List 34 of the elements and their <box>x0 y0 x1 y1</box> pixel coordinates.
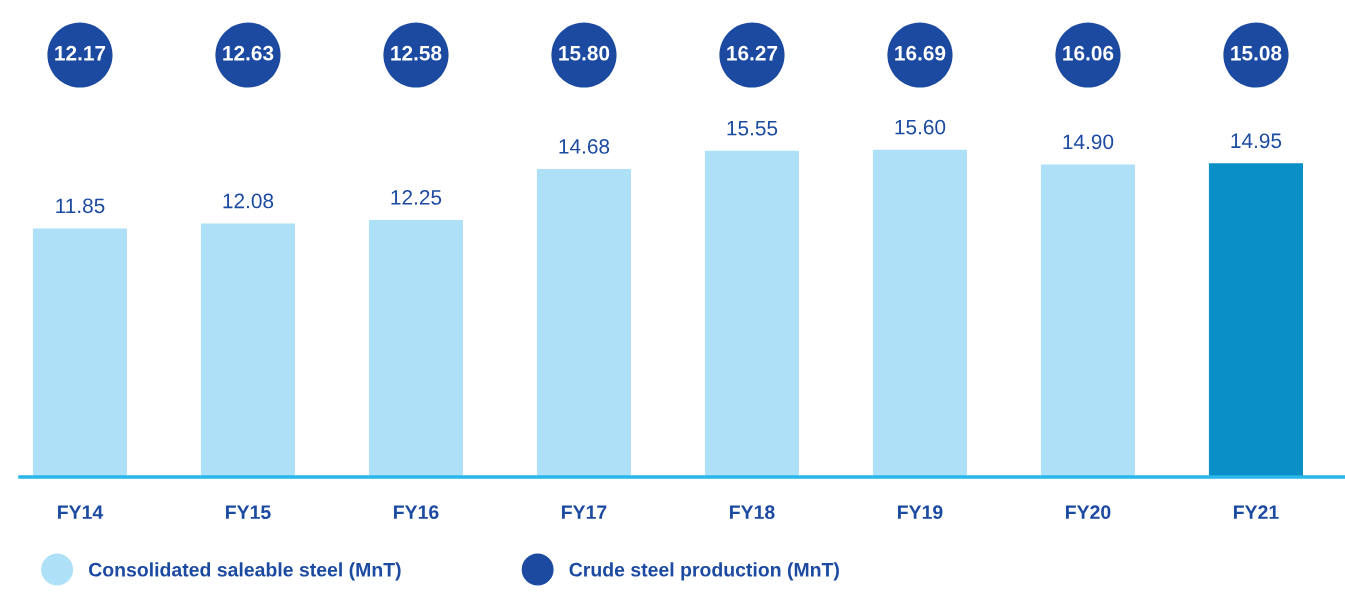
data-label: 11.85 <box>56 198 105 214</box>
data-label: 14.68 <box>559 139 610 154</box>
bar <box>1040 164 1135 477</box>
data-label: 14.90 <box>1063 134 1114 150</box>
legend-label: Crude steel production (MnT) <box>569 562 839 581</box>
bar <box>32 228 128 477</box>
data-label: 12.25 <box>391 190 442 205</box>
data-label: 12.58 <box>391 45 442 61</box>
bar <box>368 220 464 477</box>
data-label: 12.17 <box>55 45 106 61</box>
bar <box>200 223 296 477</box>
x-tick-label: FY21 <box>1234 505 1279 519</box>
data-label: 16.69 <box>895 45 946 61</box>
data-label: 12.63 <box>223 45 274 61</box>
x-tick-label: FY17 <box>562 505 607 519</box>
data-label: 15.60 <box>895 119 946 135</box>
data-label: 15.08 <box>1231 45 1282 61</box>
data-label: 15.80 <box>559 45 610 61</box>
bar <box>1208 163 1303 477</box>
x-tick-label: FY16 <box>394 505 439 520</box>
data-label: 15.55 <box>727 121 778 136</box>
bar <box>536 169 632 477</box>
data-label: 12.08 <box>223 193 274 209</box>
x-tick-label: FY15 <box>226 505 271 520</box>
x-tick-label: FY20 <box>1066 505 1111 520</box>
x-tick-label: FY18 <box>730 505 775 520</box>
bar <box>704 150 800 477</box>
data-label: 16.27 <box>727 45 778 61</box>
x-tick-label: FY19 <box>898 505 943 520</box>
x-tick-label: FY14 <box>58 505 104 519</box>
bar <box>872 149 967 477</box>
data-label: 16.06 <box>1063 45 1114 61</box>
data-label: 14.95 <box>1231 133 1282 149</box>
legend-label: Consolidated saleable steel (MnT) <box>89 562 401 581</box>
